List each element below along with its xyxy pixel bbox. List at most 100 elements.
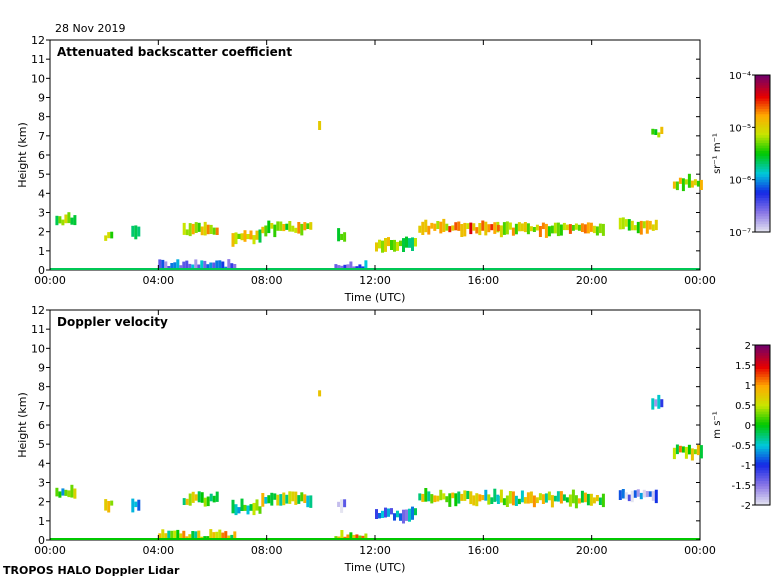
colorbar-cell <box>755 190 770 194</box>
signal-column <box>340 499 344 513</box>
y-tick-label: 8 <box>38 111 45 124</box>
signal-column <box>375 242 378 252</box>
signal-column <box>384 238 387 252</box>
signal-column <box>294 491 298 505</box>
colorbar-cell <box>755 114 770 118</box>
y-tick-label: 0 <box>38 264 45 277</box>
signal-column <box>487 224 491 233</box>
signal-column <box>364 533 368 540</box>
signal-column <box>64 214 68 224</box>
signal-column <box>684 446 688 459</box>
signal-column <box>630 490 634 503</box>
x-tick-label: 00:00 <box>34 274 66 287</box>
signal-column <box>496 224 500 232</box>
signal-column <box>194 259 198 270</box>
cloud-feature-1 <box>104 499 114 513</box>
signal-column <box>499 489 503 503</box>
signal-column <box>418 493 422 501</box>
signal-column <box>176 259 180 270</box>
signal-column <box>601 493 605 508</box>
signal-column <box>445 223 449 231</box>
signal-column <box>393 239 396 252</box>
signal-column <box>252 502 256 516</box>
signal-column <box>445 496 449 503</box>
signal-column <box>70 484 74 498</box>
signal-column <box>520 490 524 503</box>
signal-column <box>215 227 219 235</box>
signal-column <box>550 495 554 508</box>
colorbar-cell <box>755 109 770 113</box>
colorbar-cell <box>755 90 770 94</box>
signal-column <box>110 500 114 506</box>
colorbar-cell <box>755 395 770 399</box>
signal-column <box>541 494 545 504</box>
signal-column <box>230 263 234 270</box>
cloud-feature-6 <box>318 390 322 397</box>
signal-column <box>297 222 301 234</box>
colorbar-cell <box>755 85 770 89</box>
colorbar-cell <box>755 409 770 413</box>
signal-column <box>490 497 494 504</box>
signal-column <box>651 398 655 410</box>
colorbar-cell <box>755 150 770 155</box>
signal-column <box>209 262 213 270</box>
colorbar-cell <box>755 148 770 152</box>
colorbar-cell <box>755 208 770 212</box>
signal-column <box>61 488 65 496</box>
signal-column <box>672 447 676 460</box>
colorbar-label: m s⁻¹ <box>712 411 723 438</box>
colorbar-cell <box>755 422 770 426</box>
signal-column <box>261 493 265 507</box>
signal-column <box>645 220 649 234</box>
signal-column <box>134 225 138 240</box>
signal-column <box>678 177 682 184</box>
data-layer <box>55 390 703 540</box>
signal-column <box>442 218 446 232</box>
colorbar-cell <box>755 462 770 466</box>
signal-column <box>580 223 584 232</box>
cloud-feature-8 <box>375 236 417 253</box>
signal-column <box>469 222 473 235</box>
y-tick-label: 0 <box>38 534 45 547</box>
signal-column <box>514 495 518 506</box>
signal-column <box>297 495 301 504</box>
signal-column <box>230 534 234 540</box>
colorbar-cell <box>755 382 770 386</box>
colorbar-cell <box>755 387 770 391</box>
signal-column <box>454 222 458 231</box>
signal-column <box>642 489 646 498</box>
signal-column <box>481 220 485 231</box>
colorbar-cell <box>755 353 770 357</box>
signal-column <box>439 489 443 501</box>
signal-column <box>583 492 587 503</box>
signal-column <box>562 222 566 231</box>
colorbar-cell <box>755 135 770 139</box>
signal-column <box>396 241 399 251</box>
signal-column <box>463 222 467 237</box>
signal-column <box>586 222 590 234</box>
colorbar-cell <box>755 229 770 233</box>
signal-column <box>571 225 575 231</box>
signal-column <box>158 259 162 270</box>
signal-column <box>390 240 393 250</box>
signal-column <box>408 508 411 522</box>
signal-column <box>538 226 542 237</box>
y-tick-label: 4 <box>38 457 45 470</box>
signal-column <box>303 494 307 503</box>
signal-column <box>67 490 71 498</box>
signal-column <box>309 495 313 508</box>
colorbar-cell <box>755 213 770 217</box>
colorbar-cell <box>755 187 770 191</box>
colorbar-cell <box>755 158 770 162</box>
colorbar-tick-label: -2 <box>741 501 751 512</box>
signal-column <box>191 264 195 270</box>
colorbar-cell <box>755 430 770 434</box>
signal-column <box>526 223 530 235</box>
colorbar-cell <box>755 481 770 485</box>
signal-column <box>493 222 497 234</box>
signal-column <box>173 530 177 540</box>
signal-column <box>288 491 292 504</box>
signal-column <box>358 535 362 540</box>
